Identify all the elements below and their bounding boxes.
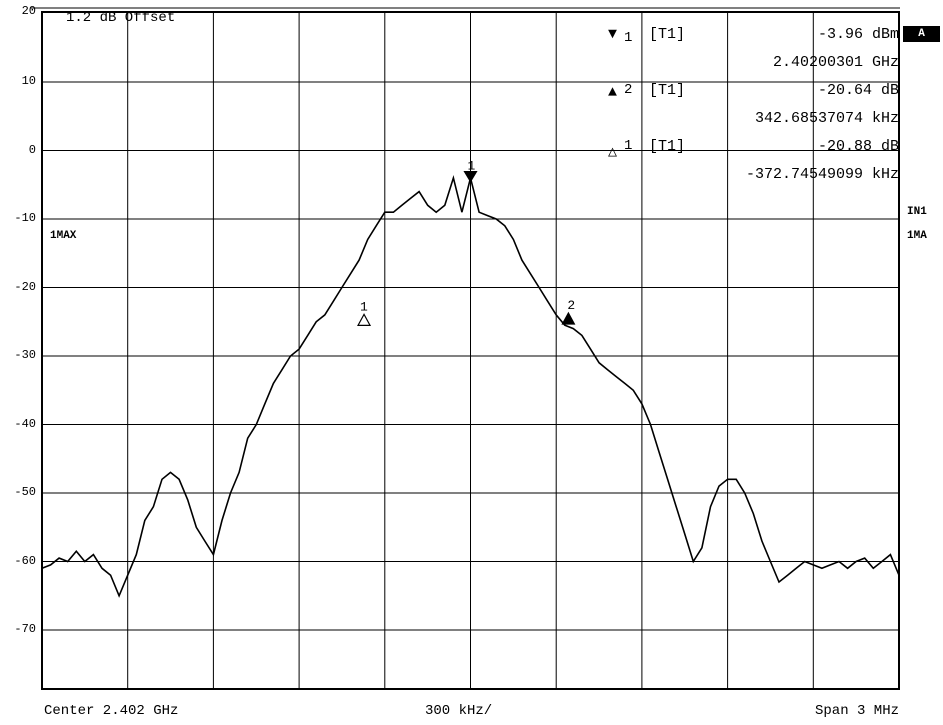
marker-symbols: 1 2 1 bbox=[357, 159, 576, 326]
trace-badge: A bbox=[903, 26, 940, 42]
y-tick-label: -40 bbox=[14, 416, 36, 431]
center-frequency: Center 2.402 GHz bbox=[44, 703, 179, 719]
marker-1-open-triangle bbox=[357, 313, 372, 326]
y-tick-label: 0 bbox=[28, 142, 36, 157]
marker-2-filled-triangle bbox=[561, 311, 576, 325]
marker-number-label: 1 bbox=[468, 159, 476, 174]
marker-1-index: 1 bbox=[624, 30, 633, 46]
marker-1-value: -3.96 dBm bbox=[817, 26, 899, 43]
marker-2-index: 2 bbox=[624, 82, 633, 98]
marker-2-value: -20.64 dB bbox=[817, 82, 899, 99]
marker-number-label: 1 bbox=[360, 299, 368, 314]
plot-grid bbox=[42, 12, 899, 689]
marker-1-tag: [T1] bbox=[649, 26, 686, 43]
trace-mode-label-left: 1MAX bbox=[50, 230, 77, 242]
marker-3-value: -20.88 dB bbox=[817, 138, 899, 155]
marker-2-freq: 342.68537074 kHz bbox=[754, 110, 899, 127]
y-tick-label: -70 bbox=[14, 622, 36, 636]
marker-2-tag: [T1] bbox=[649, 82, 686, 99]
trace-mode-label-right: 1MA bbox=[907, 230, 927, 242]
marker-1-freq: 2.40200301 GHz bbox=[772, 54, 899, 71]
y-tick-label: -60 bbox=[14, 553, 36, 568]
marker-number-label: 2 bbox=[567, 298, 575, 313]
marker-3-symbol: △ bbox=[608, 144, 618, 161]
input-label: IN1 bbox=[907, 206, 927, 218]
y-tick-label: -10 bbox=[14, 211, 36, 225]
marker-1-down-triangle bbox=[463, 171, 478, 183]
marker-3-index: 1 bbox=[624, 138, 633, 154]
y-tick-label: -50 bbox=[14, 485, 36, 499]
plot-frame bbox=[41, 11, 900, 690]
y-tick-label: 10 bbox=[21, 74, 36, 88]
marker-2-symbol: ▲ bbox=[608, 84, 618, 101]
marker-3-freq: -372.74549099 kHz bbox=[745, 166, 899, 183]
y-tick-label: -30 bbox=[14, 348, 36, 362]
y-tick-label: -20 bbox=[14, 279, 36, 294]
frequency-per-division: 300 kHz/ bbox=[425, 703, 493, 719]
offset-label: 1.2 dB Offset bbox=[66, 10, 176, 26]
marker-3-tag: [T1] bbox=[649, 138, 686, 155]
span-label: Span 3 MHz bbox=[814, 703, 899, 719]
y-tick-label: 20 bbox=[21, 4, 36, 18]
marker-1-symbol: ▼ bbox=[608, 26, 618, 43]
